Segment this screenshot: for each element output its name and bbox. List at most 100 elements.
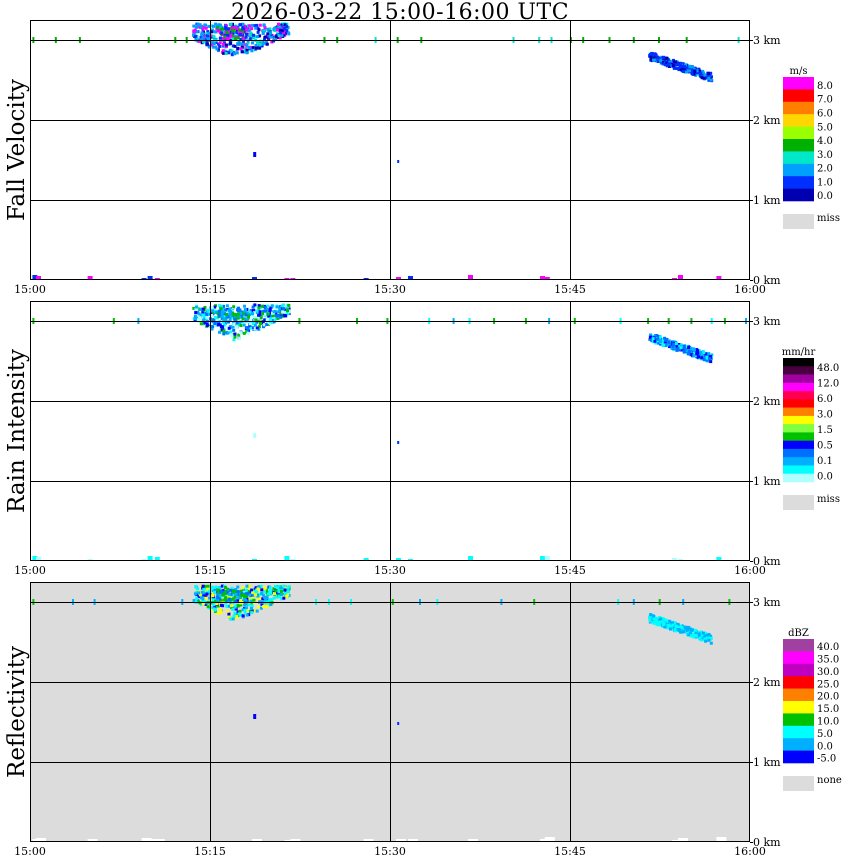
echo-pixel (235, 51, 239, 55)
echo-pixel (197, 318, 200, 322)
echo-pixel (222, 329, 226, 333)
echo-pixel (214, 322, 218, 325)
echo-pixel (223, 598, 227, 602)
echo-pixel (698, 74, 702, 78)
echo-pixel (244, 313, 248, 317)
echo-pixel (230, 334, 234, 338)
echo-pixel (682, 69, 685, 73)
echo-pixel (230, 586, 234, 590)
echo-pixel (261, 597, 265, 601)
colorbar-level-label: 1.5 (817, 425, 833, 436)
echo-pixel (221, 310, 225, 314)
echo-pixel (272, 596, 276, 600)
echo-pixel (224, 310, 228, 314)
echo-pixel (662, 343, 666, 347)
echo-pixel (256, 30, 260, 34)
echo-pixel (232, 614, 236, 618)
echo-pixel (650, 58, 654, 62)
echo-pixel (193, 28, 197, 32)
echo-pixel (205, 313, 209, 316)
echo-pixel (236, 590, 240, 594)
echo-pixel (692, 348, 696, 351)
echo-pixel (704, 631, 708, 635)
colorbar-swatch (783, 382, 814, 392)
echo-pixel (245, 44, 249, 47)
y-tick-label: 0 km (753, 555, 781, 568)
echo-pixel (250, 588, 254, 592)
colorbar-swatch (783, 139, 814, 152)
echo-pixel (236, 316, 240, 320)
panel-1: 15:00 15:15 15:30 15:45 16:000 km 1 km 2 km 3 k… (14, 20, 840, 296)
echo-pixel (229, 617, 233, 621)
echo-pixel (243, 609, 247, 612)
echo-pixel (154, 557, 160, 561)
colorbar-unit: mm/hr (782, 347, 816, 358)
echo-pixel (237, 596, 241, 600)
echo-pixel (197, 595, 201, 599)
echo-pixel (212, 598, 216, 602)
x-tick-label: 15:30 (374, 283, 406, 296)
echo-pixel (241, 608, 245, 612)
echo-pixel (230, 606, 234, 610)
echo-pixel (668, 619, 672, 623)
echo-pixel (287, 310, 291, 314)
echo-pixel (702, 76, 706, 80)
echo-pixel (263, 595, 267, 599)
echo-pixel (246, 32, 250, 36)
echo-pixel (659, 340, 663, 344)
echo-pixel (234, 604, 238, 608)
colorbar-missing-swatch (783, 214, 814, 229)
echo-pixel (252, 308, 256, 312)
echo-pixel (266, 592, 270, 596)
colorbar-swatch (783, 415, 814, 425)
echo-pixel (249, 318, 253, 322)
echo-pixel (709, 641, 713, 645)
echo-pixel (698, 69, 701, 73)
echo-pixel (200, 33, 204, 37)
echo-pixel (264, 598, 268, 601)
echo-pixel (264, 35, 267, 39)
echo-pixel (227, 592, 231, 596)
echo-pixel (700, 636, 704, 640)
echo-pixel (32, 556, 38, 561)
echo-pixel (206, 605, 210, 609)
echo-pixel (193, 317, 197, 321)
echo-pixel (252, 33, 255, 37)
echo-pixel (244, 602, 248, 606)
echo-pixel (224, 25, 228, 29)
echo-pixel (280, 29, 284, 33)
echo-pixel (214, 30, 218, 34)
echo-pixel (217, 42, 221, 46)
echo-pixel (223, 312, 226, 316)
y-tick-label: 3 km (753, 34, 781, 47)
echo-pixel (265, 318, 269, 322)
echo-pixel (229, 592, 233, 596)
echo-pixel (225, 304, 229, 308)
colorbar-swatch (783, 457, 814, 466)
echo-pixel (672, 66, 676, 70)
echo-pixel (141, 838, 152, 842)
echo-pixel (227, 604, 231, 608)
echo-pixel (204, 23, 208, 27)
echo-pixel (250, 596, 254, 600)
echo-pixel (228, 325, 232, 328)
colorbar-swatch (783, 89, 814, 103)
echo-pixel (273, 585, 277, 588)
echo-pixel (657, 618, 661, 622)
echo-pixel (266, 304, 270, 308)
echo-pixel (263, 590, 266, 594)
grid-3 (30, 582, 750, 842)
echo-pixel (707, 352, 711, 356)
echo-pixel (693, 351, 697, 355)
echo-pixel (250, 611, 254, 615)
echo-pixel (666, 622, 670, 626)
echo-pixel (684, 349, 688, 353)
echo-pixel (230, 26, 234, 30)
echo-pixel (258, 592, 262, 596)
x-tick-label: 15:30 (374, 564, 406, 577)
colorbar-level-label: 8.0 (817, 81, 833, 92)
echo-pixel (648, 335, 652, 339)
echo-pixel (227, 615, 231, 619)
x-tick-label: 15:45 (554, 564, 586, 577)
echo-pixel (194, 25, 198, 29)
